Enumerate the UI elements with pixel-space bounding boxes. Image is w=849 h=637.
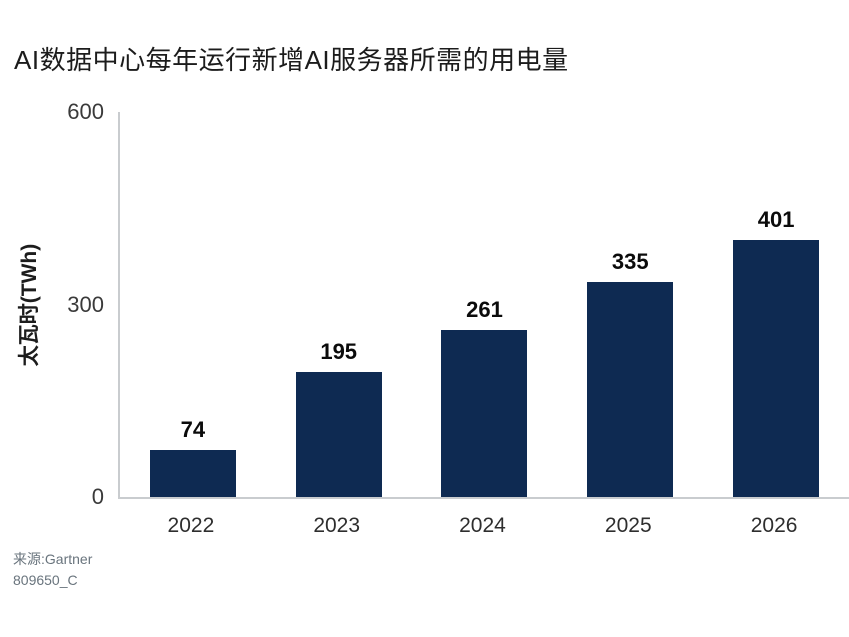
bar-2024 <box>441 329 528 497</box>
chart-title: AI数据中心每年运行新增AI服务器所需的用电量 <box>14 45 569 75</box>
x-axis-labels: 2022 2023 2024 2025 2026 <box>118 512 847 539</box>
y-tick-300: 300 <box>67 291 104 317</box>
bar-value-label: 261 <box>466 296 503 322</box>
bar-slot-2026: 401 <box>733 112 820 497</box>
y-axis-title-container: 太瓦时(TWh) <box>4 112 52 497</box>
bar-slot-2025: 335 <box>587 112 674 497</box>
y-tick-600: 600 <box>67 99 104 124</box>
bar-slot-2023: 195 <box>295 112 382 497</box>
y-tick-0: 0 <box>91 484 104 509</box>
bar-value-label: 401 <box>757 206 795 232</box>
note-text: 809650_C <box>13 572 78 588</box>
x-tick-label-2024: 2024 <box>459 514 506 537</box>
bar-value-label: 74 <box>180 416 206 442</box>
bar-slot-2024: 261 <box>441 112 528 497</box>
x-tick-label-2025: 2025 <box>604 514 652 537</box>
bar-2023 <box>295 371 382 497</box>
bar-2025 <box>587 282 674 497</box>
x-tick-label-2022: 2022 <box>167 514 215 537</box>
source-text: 来源:Gartner <box>13 551 93 567</box>
plot-area: 600 300 0 74 195 261 335 401 <box>67 101 849 508</box>
bar-slot-2022: 74 <box>149 112 236 497</box>
source-block: 来源:Gartner 809650_C <box>13 549 92 591</box>
x-tick-label-2023: 2023 <box>313 514 361 537</box>
bars: 74 195 261 335 401 <box>120 112 849 497</box>
y-axis-title: 太瓦时(TWh) <box>18 243 41 366</box>
x-tick-label-2026: 2026 <box>750 514 798 537</box>
bar-2022 <box>149 449 236 497</box>
bar-value-label: 335 <box>611 249 649 275</box>
bar-value-label: 195 <box>320 338 358 364</box>
bar-2026 <box>733 239 820 497</box>
